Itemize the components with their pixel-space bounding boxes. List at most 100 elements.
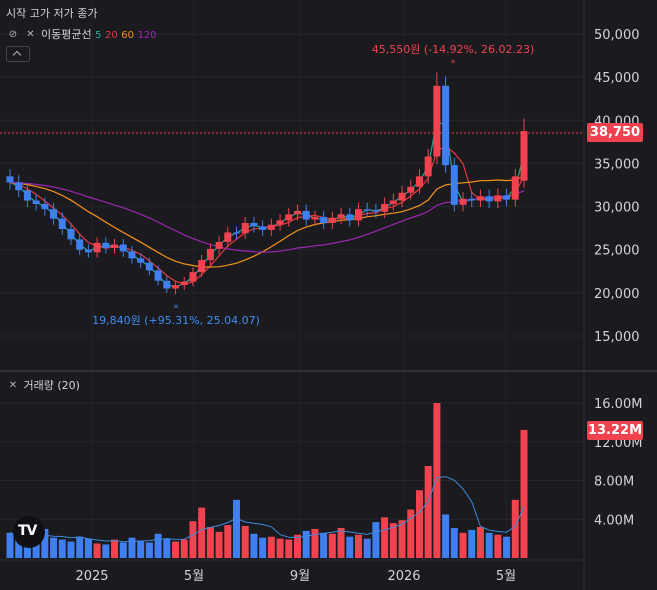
volume-bar[interactable] [485, 532, 493, 558]
volume-bar[interactable] [346, 536, 354, 558]
candle-body[interactable] [41, 203, 49, 210]
volume-bar[interactable] [198, 507, 206, 558]
volume-bar[interactable] [415, 490, 423, 558]
candle-body[interactable] [503, 195, 511, 200]
volume-bar[interactable] [476, 527, 484, 558]
candle-body[interactable] [476, 196, 484, 201]
volume-bar[interactable] [145, 542, 153, 559]
volume-bar[interactable] [276, 538, 284, 558]
volume-bar[interactable] [119, 542, 127, 559]
volume-bar[interactable] [224, 525, 232, 558]
volume-legend[interactable]: ✕ 거래량 (20) [6, 377, 80, 393]
volume-bar[interactable] [503, 536, 511, 558]
candle-body[interactable] [111, 244, 119, 248]
candle-body[interactable] [250, 222, 258, 227]
candle-body[interactable] [450, 165, 458, 205]
close-icon[interactable]: ✕ [26, 29, 35, 40]
volume-bar[interactable] [215, 531, 223, 558]
volume-bar[interactable] [511, 499, 519, 558]
candle-body[interactable] [58, 218, 66, 230]
volume-bar[interactable] [293, 534, 301, 558]
volume-bar[interactable] [163, 538, 171, 558]
volume-bar[interactable] [32, 540, 40, 558]
volume-bar[interactable] [363, 538, 371, 558]
candle-body[interactable] [84, 249, 92, 253]
volume-bar[interactable] [102, 544, 110, 558]
volume-bar[interactable] [285, 539, 293, 558]
volume-bar[interactable] [337, 527, 345, 558]
candle-body[interactable] [346, 214, 354, 221]
ma-legend[interactable]: ⊘ ✕ 이동평균선 5 20 60 120 [6, 26, 157, 42]
volume-bar[interactable] [233, 499, 241, 558]
candle-body[interactable] [433, 85, 441, 157]
volume-bar[interactable] [468, 529, 476, 558]
volume-bar[interactable] [241, 526, 249, 558]
candle-body[interactable] [442, 85, 450, 166]
candle-body[interactable] [459, 198, 467, 205]
volume-bar[interactable] [76, 536, 84, 558]
volume-bar[interactable] [520, 429, 528, 558]
volume-bar[interactable] [354, 534, 362, 558]
volume-bar[interactable] [50, 537, 58, 558]
candle-body[interactable] [32, 200, 40, 204]
volume-bar[interactable] [111, 539, 119, 558]
candle-body[interactable] [23, 190, 31, 201]
volume-bar[interactable] [398, 520, 406, 558]
volume-bar[interactable] [433, 403, 441, 558]
candle-body[interactable] [468, 198, 476, 201]
candle-body[interactable] [241, 222, 249, 234]
volume-bar[interactable] [180, 539, 188, 558]
candle-body[interactable] [485, 196, 493, 202]
candle-body[interactable] [119, 244, 127, 252]
volume-bar[interactable] [372, 522, 380, 558]
volume-bar[interactable] [320, 532, 328, 558]
candle-body[interactable] [276, 220, 284, 225]
close-icon[interactable]: ✕ [8, 380, 18, 391]
candle-body[interactable] [224, 232, 232, 242]
volume-bar[interactable] [407, 509, 415, 558]
candle-body[interactable] [128, 251, 136, 259]
candle-body[interactable] [407, 186, 415, 193]
volume-bar[interactable] [15, 538, 23, 558]
volume-bar[interactable] [84, 538, 92, 558]
candle-body[interactable] [337, 214, 345, 218]
candle-body[interactable] [372, 210, 380, 212]
candle-body[interactable] [381, 203, 389, 212]
candle-body[interactable] [398, 192, 406, 201]
volume-bar[interactable] [459, 532, 467, 558]
volume-bar[interactable] [494, 534, 502, 558]
candle-body[interactable] [206, 248, 214, 261]
volume-bar[interactable] [154, 533, 162, 558]
candle-body[interactable] [15, 182, 23, 191]
volume-bar[interactable] [267, 536, 275, 558]
tradingview-logo[interactable]: TV [13, 516, 45, 548]
candle-body[interactable] [215, 241, 223, 249]
volume-bars[interactable] [6, 403, 528, 559]
candle-body[interactable] [320, 216, 328, 223]
candle-body[interactable] [163, 280, 171, 289]
chevron-up-icon[interactable] [6, 46, 30, 62]
candle-body[interactable] [494, 195, 502, 202]
volume-bar[interactable] [311, 528, 319, 558]
candle-body[interactable] [302, 210, 310, 220]
candle-body[interactable] [233, 232, 241, 234]
candle-body[interactable] [180, 281, 188, 286]
volume-bar[interactable] [93, 543, 101, 558]
candle-body[interactable] [154, 270, 162, 281]
candle-body[interactable] [137, 258, 145, 263]
candle-body[interactable] [259, 226, 267, 230]
volume-bar[interactable] [206, 527, 214, 558]
volume-bar[interactable] [302, 530, 310, 558]
candle-body[interactable] [93, 242, 101, 253]
candle-body[interactable] [415, 176, 423, 187]
volume-bar[interactable] [450, 527, 458, 558]
volume-bar[interactable] [189, 521, 197, 558]
candle-body[interactable] [6, 176, 14, 183]
candle-body[interactable] [198, 260, 206, 273]
candlesticks[interactable] [6, 72, 528, 295]
eye-off-icon[interactable]: ⊘ [8, 29, 18, 40]
volume-bar[interactable] [6, 532, 14, 558]
volume-bar[interactable] [250, 533, 258, 558]
candle-body[interactable] [102, 242, 110, 248]
